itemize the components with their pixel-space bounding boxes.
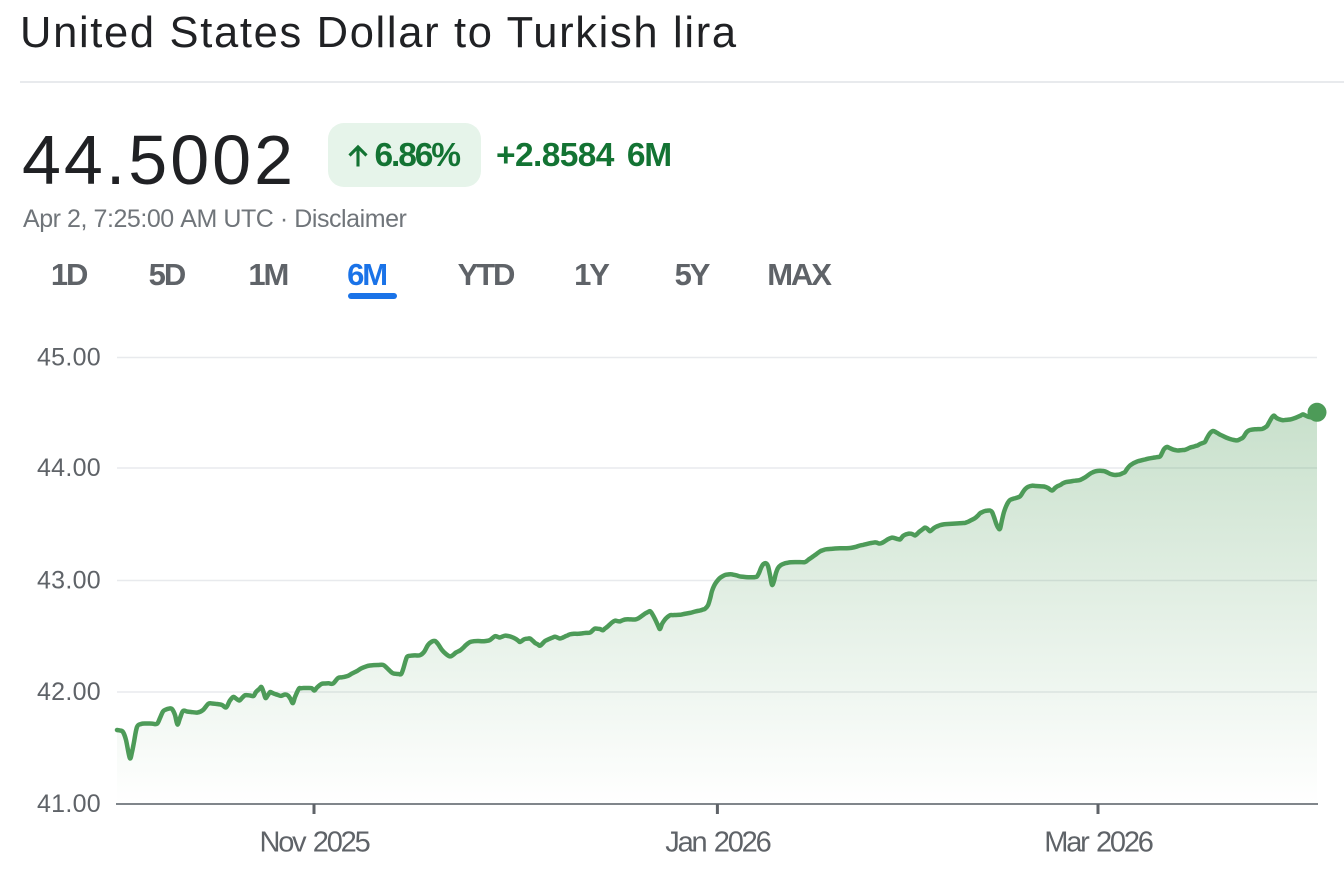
svg-text:Jan 2026: Jan 2026 xyxy=(665,826,770,858)
svg-text:Nov 2025: Nov 2025 xyxy=(259,826,369,858)
svg-text:41.00: 41.00 xyxy=(37,790,101,818)
svg-text:Mar 2026: Mar 2026 xyxy=(1044,826,1152,858)
svg-text:45.00: 45.00 xyxy=(37,344,101,372)
svg-text:44.00: 44.00 xyxy=(37,454,101,482)
svg-text:43.00: 43.00 xyxy=(37,567,101,595)
svg-text:42.00: 42.00 xyxy=(37,678,101,706)
